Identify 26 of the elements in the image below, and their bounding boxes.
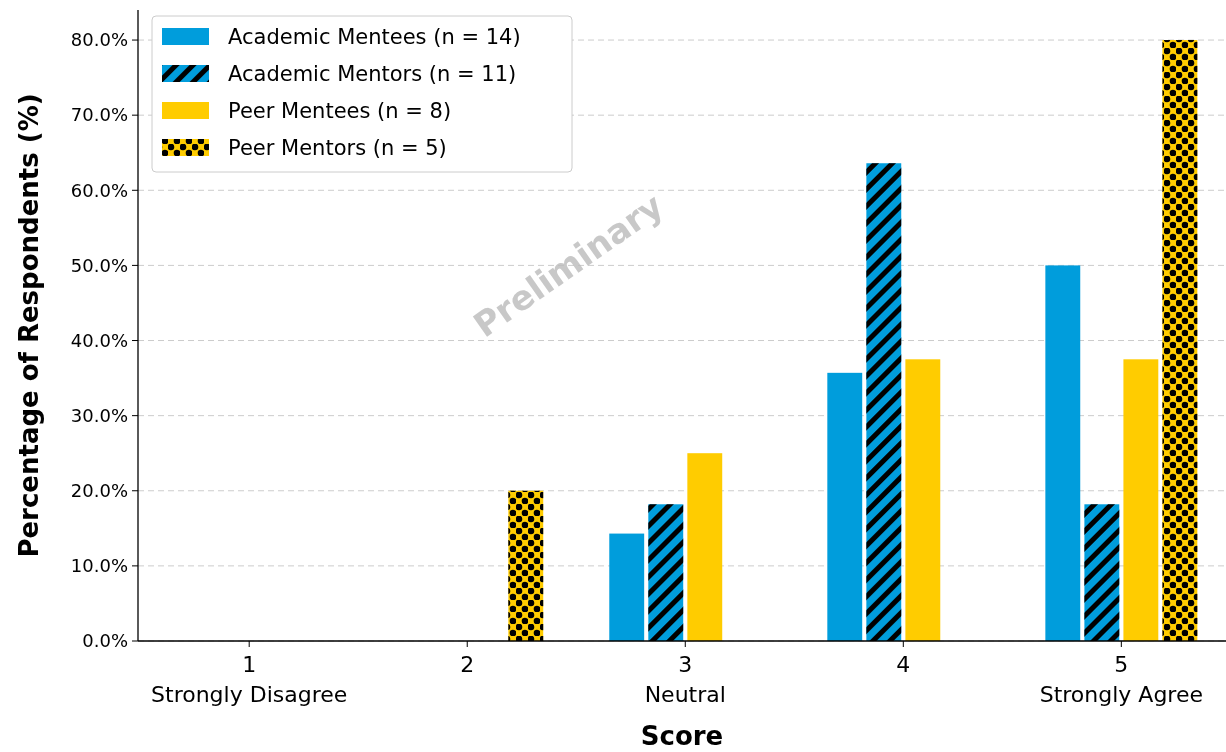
- bar: [609, 533, 645, 641]
- y-tick-label: 30.0%: [70, 404, 128, 426]
- y-tick-label: 50.0%: [70, 254, 128, 276]
- bar: [687, 453, 723, 641]
- x-tick-label: 3 Neutral: [644, 652, 726, 707]
- y-tick-label: 70.0%: [70, 104, 128, 126]
- legend-label: Academic Mentors (n = 11): [228, 62, 517, 87]
- y-axis-title: Percentage of Respondents (%): [14, 93, 44, 558]
- y-tick-label: 60.0%: [70, 179, 128, 201]
- legend-label: Peer Mentees (n = 8): [228, 99, 452, 124]
- x-tick-label: 4: [896, 652, 911, 677]
- legend-label: Academic Mentees (n = 14): [228, 25, 521, 50]
- x-tick-label: 1 Strongly Disagree: [151, 652, 348, 707]
- bar: [905, 359, 941, 641]
- y-tick-label: 40.0%: [70, 329, 128, 351]
- x-tick-label: 2: [460, 652, 475, 677]
- legend-label: Peer Mentors (n = 5): [228, 136, 447, 161]
- y-tick-label: 80.0%: [70, 29, 128, 51]
- bar: [1123, 359, 1159, 641]
- bar: [827, 372, 863, 641]
- x-tick-label: 5 Strongly Agree: [1039, 652, 1203, 707]
- y-tick-label: 10.0%: [70, 555, 128, 577]
- bar: [1045, 265, 1081, 641]
- x-axis-title: Score: [640, 721, 724, 751]
- y-tick-label: 0.0%: [82, 630, 128, 652]
- y-tick-label: 20.0%: [70, 480, 128, 502]
